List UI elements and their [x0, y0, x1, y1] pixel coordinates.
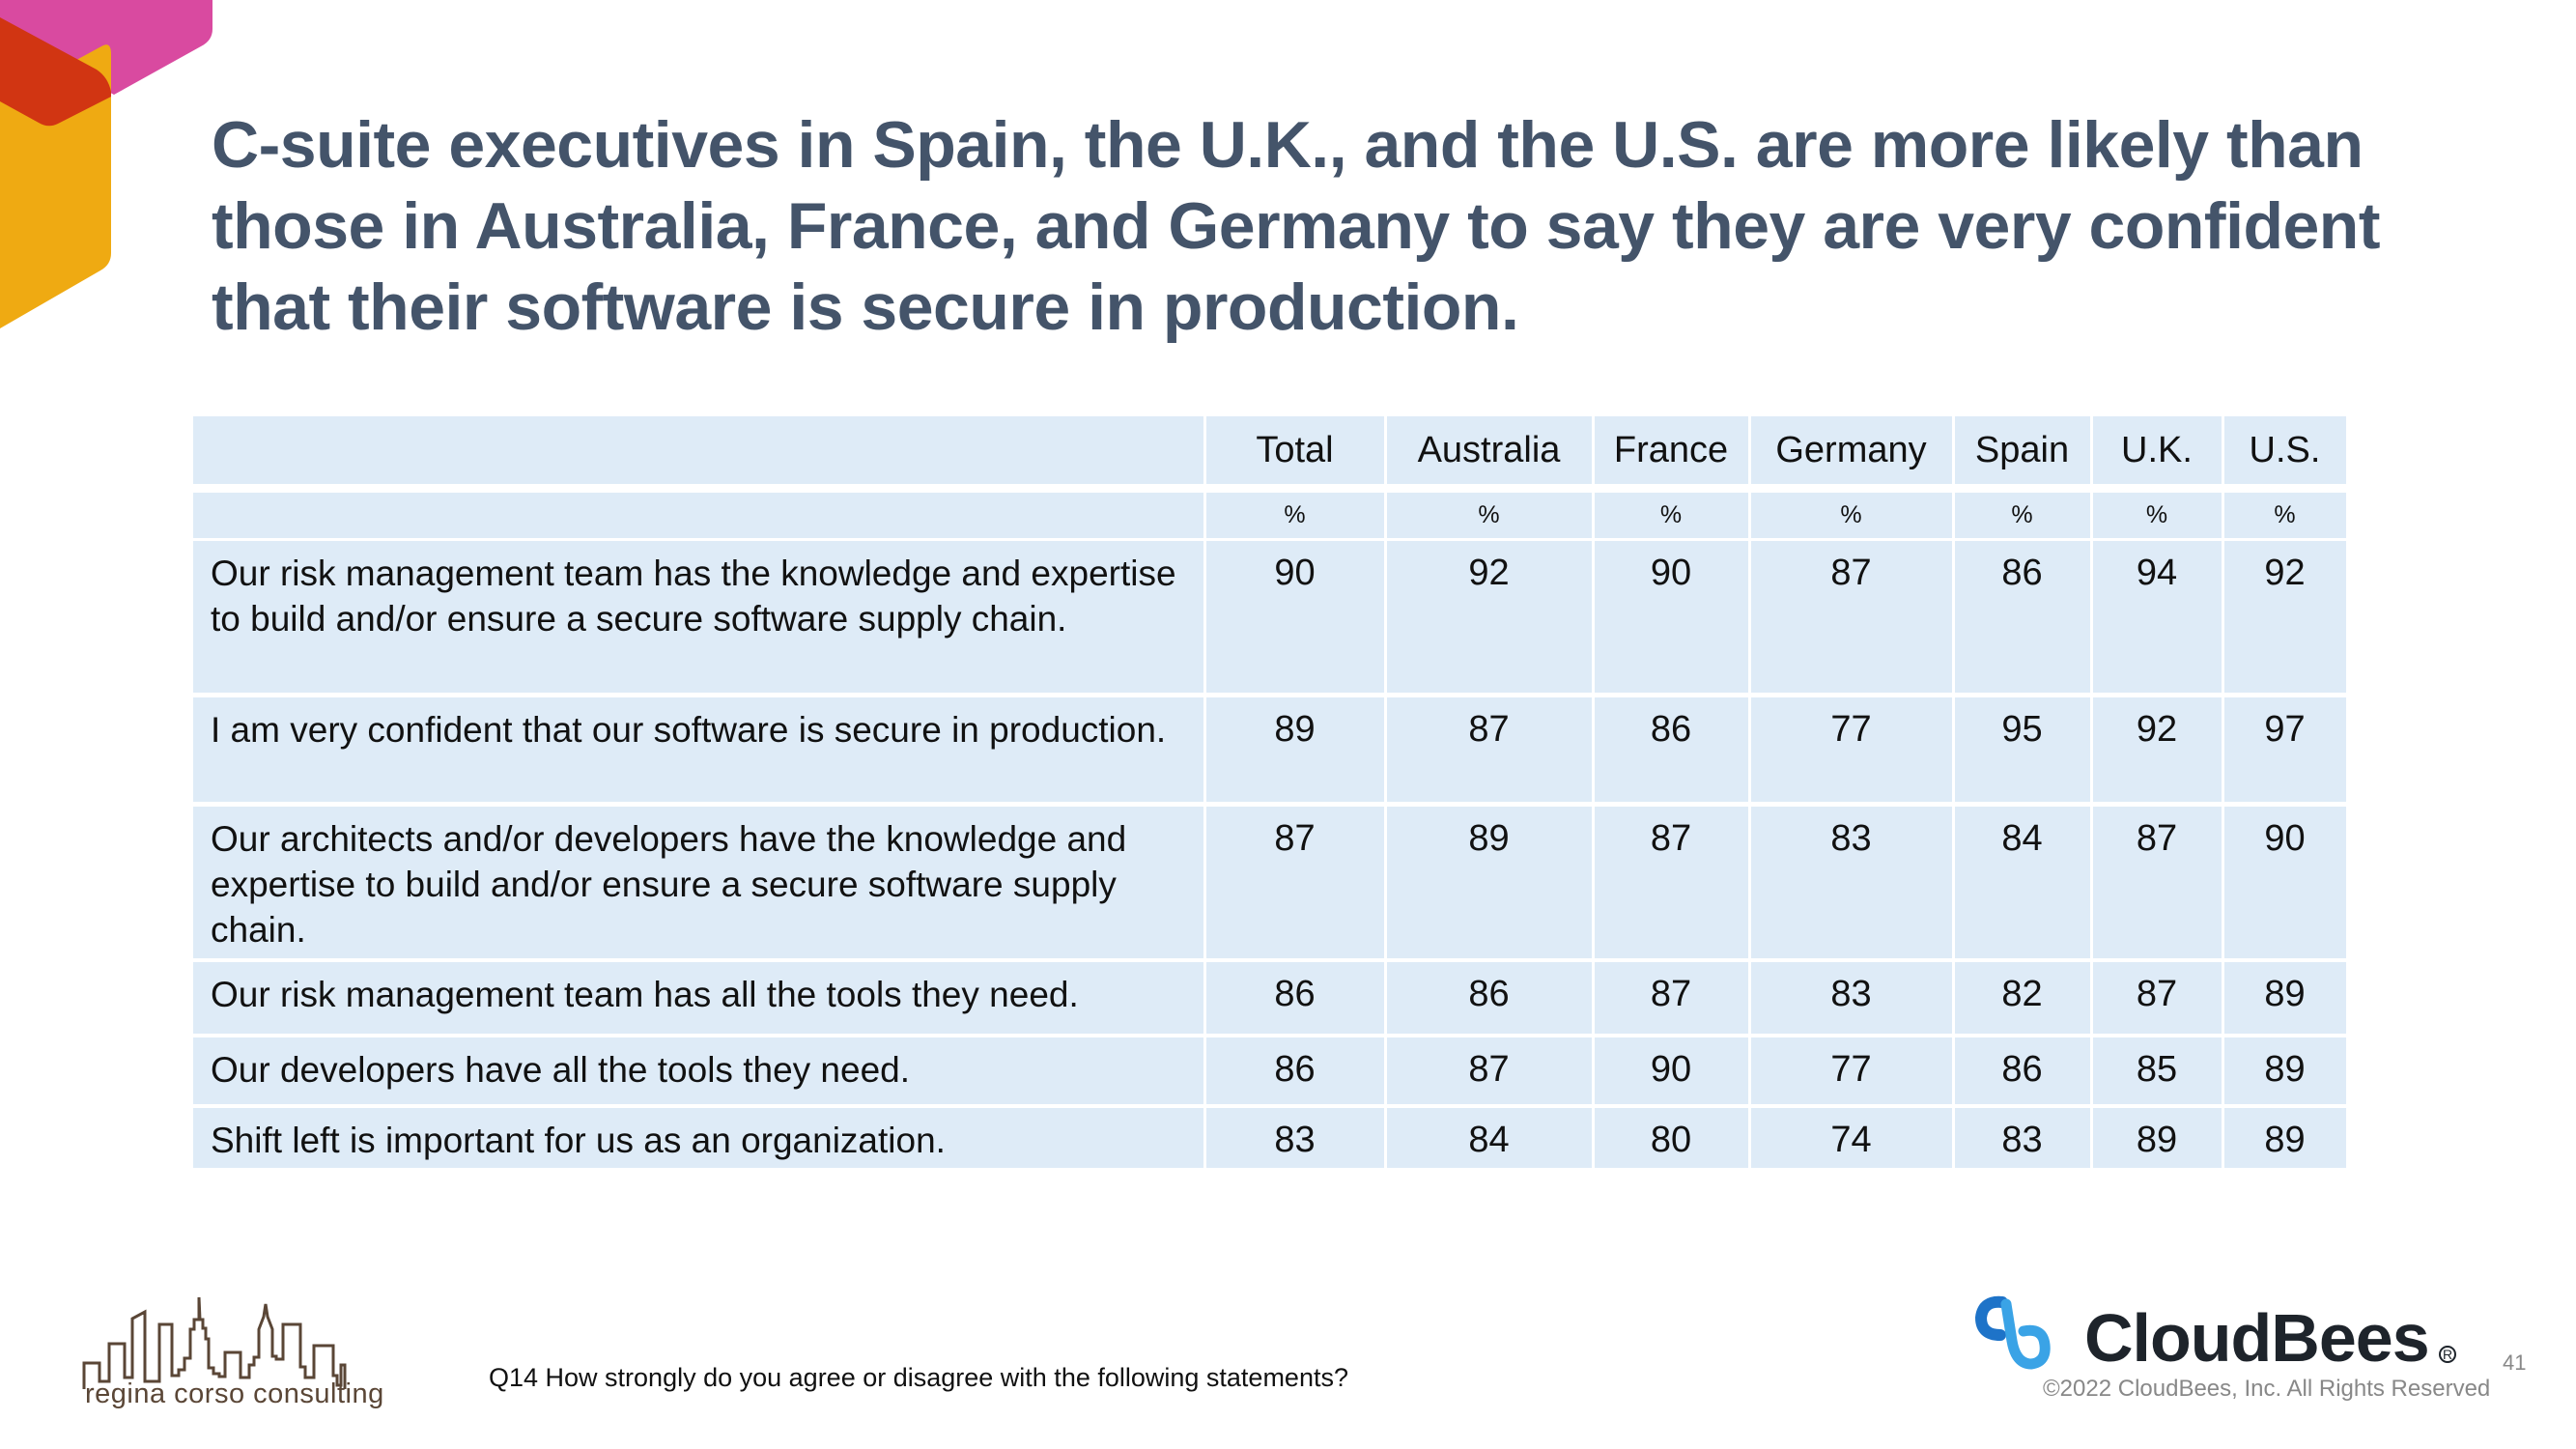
slide-title: C-suite executives in Spain, the U.K., a… [212, 108, 2381, 344]
value-cell: 82 [1954, 962, 2090, 1034]
value-cell: 87 [2092, 807, 2222, 958]
value-cell: 92 [2092, 697, 2222, 802]
column-header: Germany [1750, 416, 1952, 484]
value-cell: 77 [1750, 697, 1952, 802]
value-cell: 90 [1594, 541, 1748, 693]
unit-cell: % [1594, 493, 1748, 538]
unit-cell: % [2092, 493, 2222, 538]
unit-cell: % [1750, 493, 1952, 538]
unit-cell: % [1205, 493, 1384, 538]
value-cell: 86 [1954, 541, 2090, 693]
value-cell: 80 [1594, 1108, 1748, 1168]
value-cell: 77 [1750, 1037, 1952, 1104]
column-header: France [1594, 416, 1748, 484]
value-cell: 89 [1386, 807, 1592, 958]
value-cell: 86 [1205, 962, 1384, 1034]
value-cell: 92 [2223, 541, 2346, 693]
value-cell: 87 [2092, 962, 2222, 1034]
column-header: U.S. [2223, 416, 2346, 484]
value-cell: 83 [1205, 1108, 1384, 1168]
value-cell: 89 [2092, 1108, 2222, 1168]
regina-corso-logo-text: regina corso consulting [85, 1378, 384, 1409]
copyright-text: ©2022 CloudBees, Inc. All Rights Reserve… [2043, 1376, 2491, 1402]
unit-row-label-cell [193, 493, 1203, 538]
unit-cell: % [1386, 493, 1592, 538]
value-cell: 87 [1205, 807, 1384, 958]
city-skyline-icon [82, 1296, 347, 1389]
value-cell: 87 [1594, 962, 1748, 1034]
value-cell: 84 [1386, 1108, 1592, 1168]
value-cell: 87 [1750, 541, 1952, 693]
row-label: I am very confident that our software is… [193, 697, 1203, 802]
value-cell: 83 [1954, 1108, 2090, 1168]
row-label: Our risk management team has all the too… [193, 962, 1203, 1034]
value-cell: 89 [2223, 962, 2346, 1034]
page-number: 41 [2503, 1350, 2527, 1375]
row-label: Shift left is important for us as an org… [193, 1108, 1203, 1168]
value-cell: 97 [2223, 697, 2346, 802]
value-cell: 87 [1386, 1037, 1592, 1104]
value-cell: 87 [1594, 807, 1748, 958]
registered-mark-icon: R [2439, 1346, 2456, 1363]
unit-cell: % [2223, 493, 2346, 538]
value-cell: 85 [2092, 1037, 2222, 1104]
value-cell: 89 [2223, 1108, 2346, 1168]
value-cell: 90 [1594, 1037, 1748, 1104]
value-cell: 84 [1954, 807, 2090, 958]
row-label: Our developers have all the tools they n… [193, 1037, 1203, 1104]
column-header: Australia [1386, 416, 1592, 484]
value-cell: 95 [1954, 697, 2090, 802]
value-cell: 83 [1750, 962, 1952, 1034]
value-cell: 89 [1205, 697, 1384, 802]
row-label: Our architects and/or developers have th… [193, 807, 1203, 958]
value-cell: 90 [1205, 541, 1384, 693]
unit-cell: % [1954, 493, 2090, 538]
corner-decoration-icon [0, 0, 212, 328]
value-cell: 86 [1954, 1037, 2090, 1104]
column-header: Total [1205, 416, 1384, 484]
value-cell: 86 [1205, 1037, 1384, 1104]
cloudbees-icon [1974, 1295, 2051, 1370]
row-label: Our risk management team has the knowled… [193, 541, 1203, 693]
value-cell: 90 [2223, 807, 2346, 958]
question-footnote: Q14 How strongly do you agree or disagre… [489, 1363, 1348, 1392]
column-header: Spain [1954, 416, 2090, 484]
value-cell: 83 [1750, 807, 1952, 958]
value-cell: 86 [1386, 962, 1592, 1034]
value-cell: 89 [2223, 1037, 2346, 1104]
value-cell: 86 [1594, 697, 1748, 802]
value-cell: 74 [1750, 1108, 1952, 1168]
value-cell: 87 [1386, 697, 1592, 802]
value-cell: 94 [2092, 541, 2222, 693]
column-header: U.K. [2092, 416, 2222, 484]
results-table: Total Australia France Germany Spain U.K. U.S.… [193, 416, 2347, 1170]
header-corner-cell [193, 416, 1203, 484]
value-cell: 92 [1386, 541, 1592, 693]
cloudbees-logo-text: CloudBees [2084, 1300, 2430, 1376]
